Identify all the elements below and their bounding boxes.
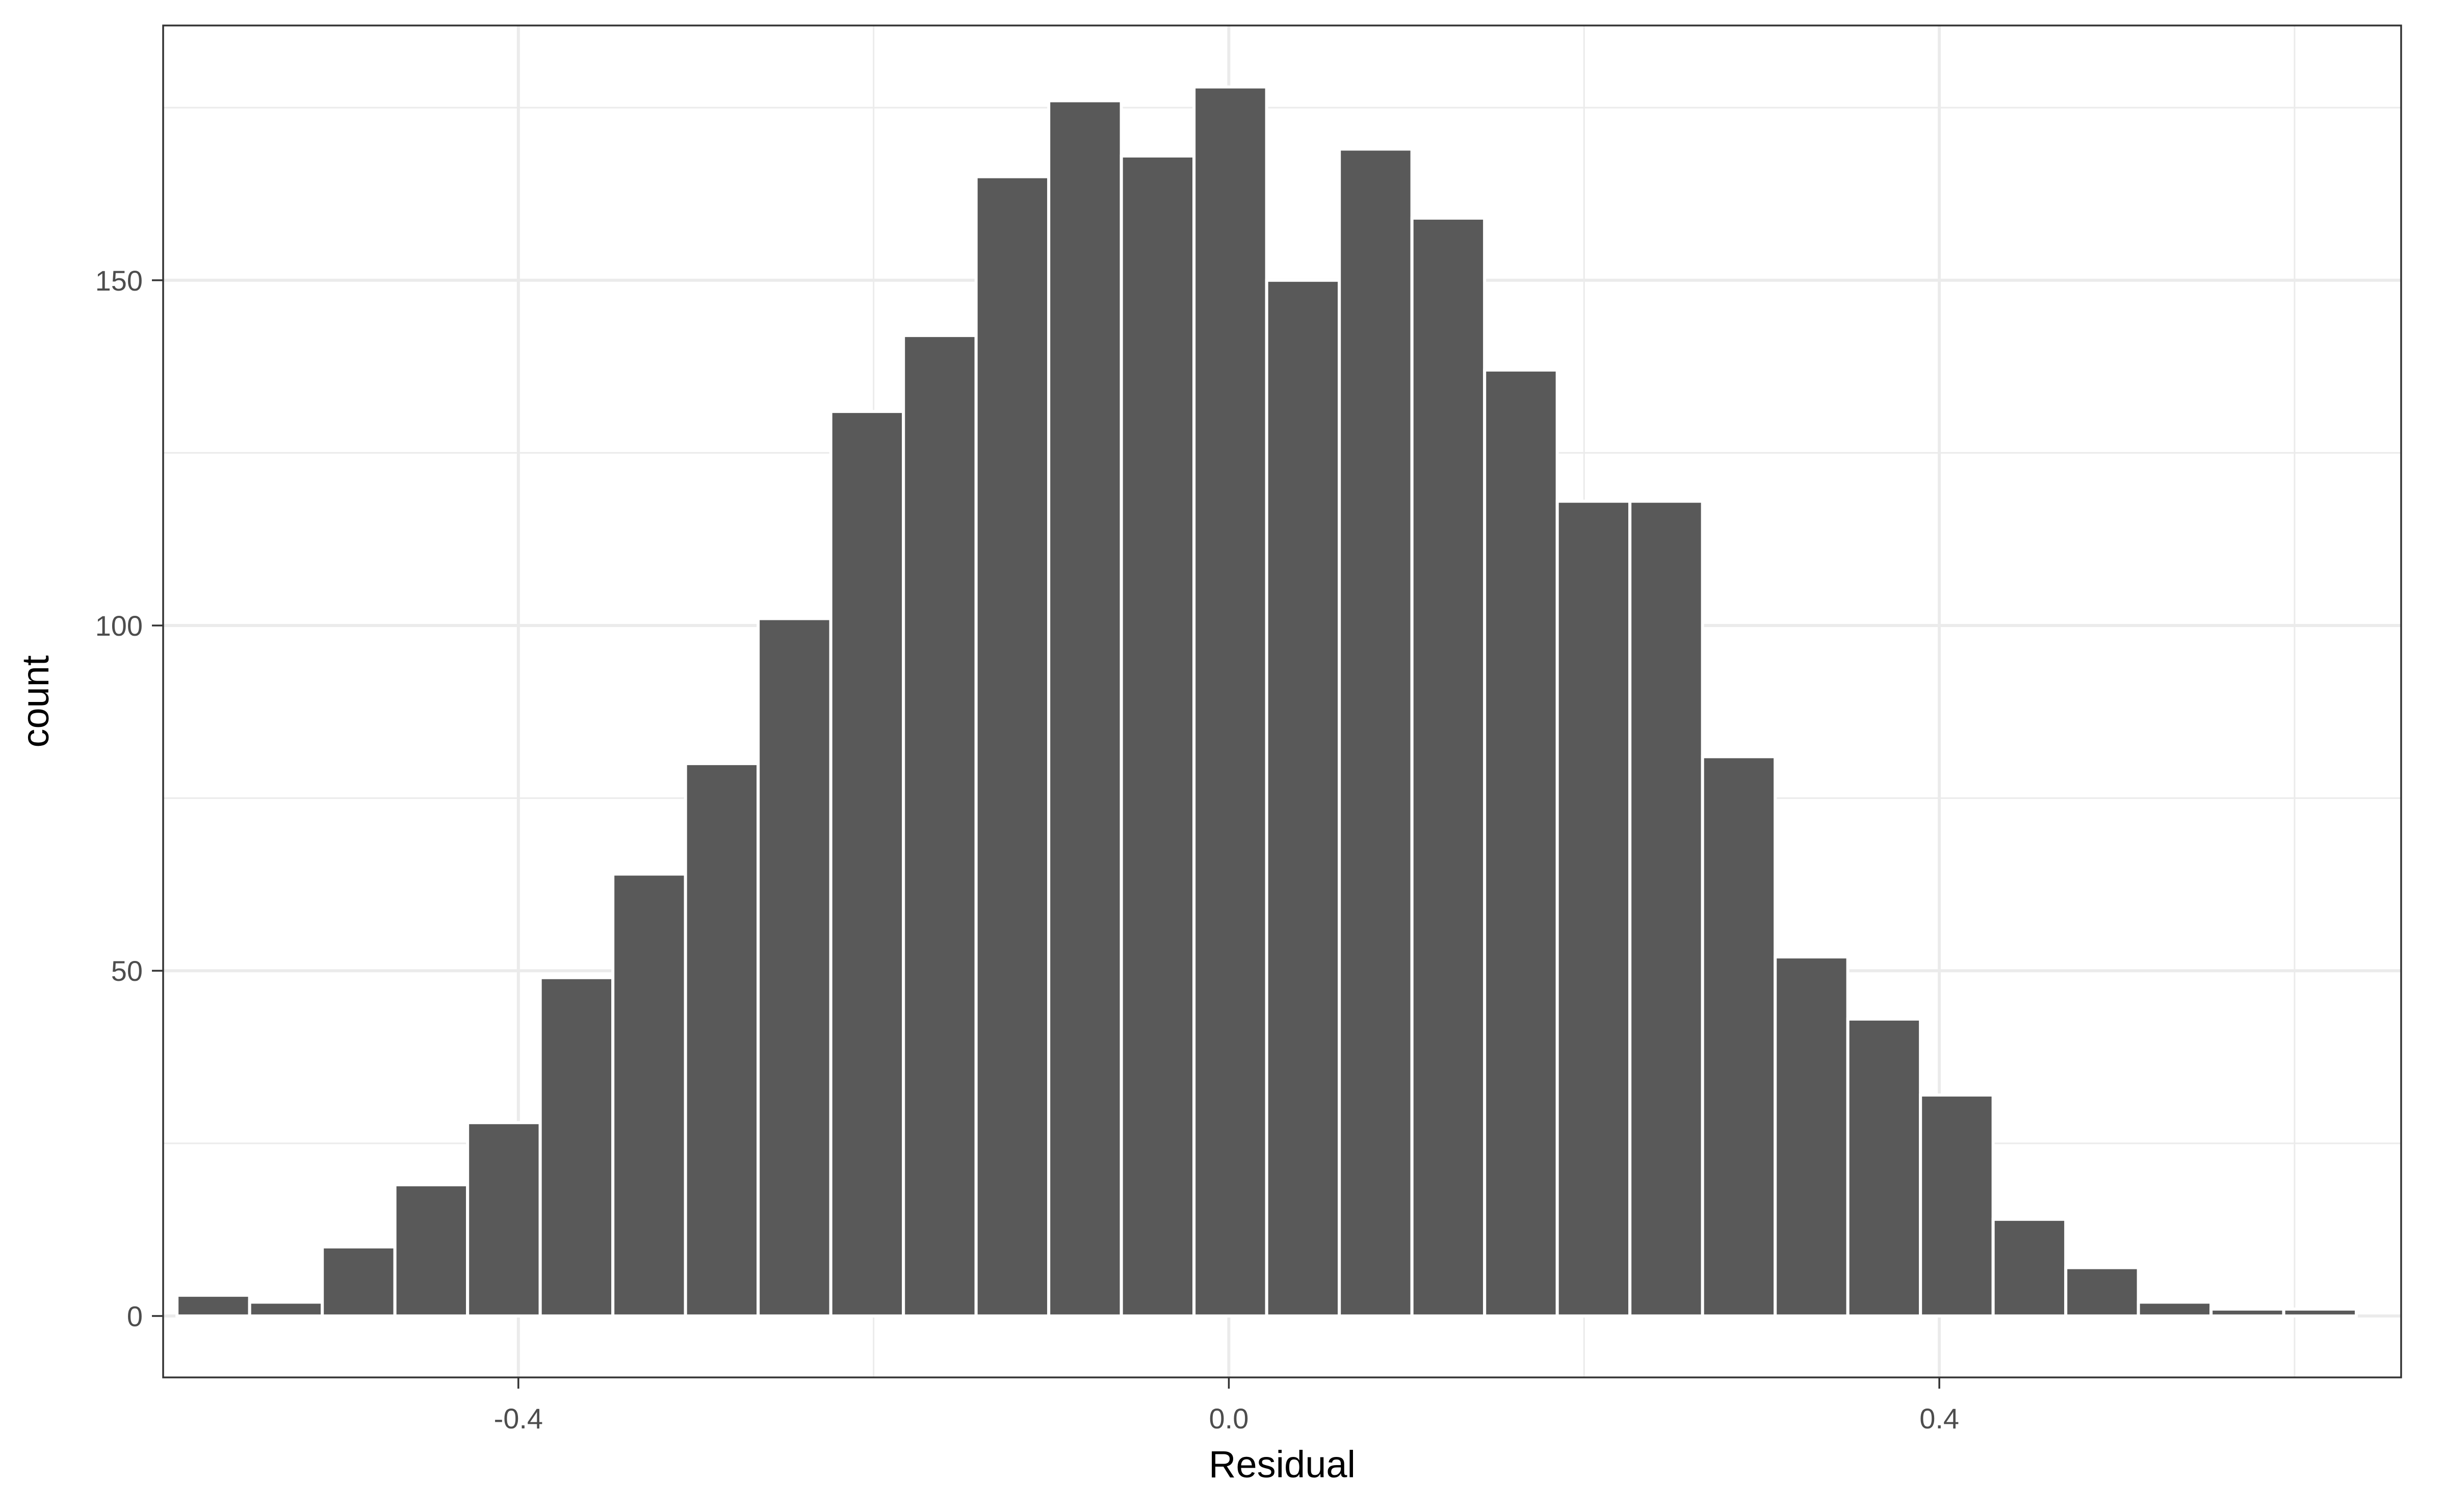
- histogram-bar-5: [466, 1121, 542, 1318]
- histogram-bar-26: [1991, 1217, 2068, 1318]
- axis-ticks: [152, 279, 1940, 1389]
- y-tick-label: 150: [95, 265, 143, 297]
- histogram-bar-30: [2282, 1307, 2358, 1318]
- histogram-bar-13: [1047, 99, 1123, 1318]
- panel-border: [162, 24, 2402, 1378]
- histogram-bar-2: [248, 1300, 324, 1318]
- histogram-bar-25: [1919, 1093, 1995, 1318]
- histogram-bar-24: [1846, 1018, 1922, 1318]
- histogram-bar-28: [2137, 1300, 2213, 1318]
- y-tick-label: 100: [95, 610, 143, 642]
- histogram-bar-9: [757, 617, 832, 1318]
- histogram-bar-19: [1483, 368, 1559, 1318]
- histogram-bar-11: [902, 334, 978, 1318]
- histogram-bar-16: [1265, 278, 1341, 1318]
- histogram-bar-3: [321, 1245, 397, 1318]
- x-axis-tick-labels: -0.4 0.0 0.4: [494, 1402, 1959, 1435]
- histogram-bars: [175, 85, 2358, 1318]
- histogram-bar-6: [538, 976, 615, 1318]
- histogram-bar-27: [2064, 1266, 2140, 1318]
- histogram-bar-15: [1192, 85, 1268, 1318]
- histogram-bar-10: [829, 410, 905, 1318]
- histogram-bar-4: [393, 1183, 470, 1318]
- histogram-bar-17: [1338, 147, 1414, 1318]
- histogram-bar-20: [1555, 500, 1632, 1318]
- x-axis-title: Residual: [1209, 1443, 1356, 1485]
- x-tick-label: 0.4: [1919, 1402, 1959, 1435]
- x-tick-label: 0.0: [1209, 1402, 1249, 1435]
- histogram-bar-14: [1120, 154, 1196, 1318]
- histogram-bar-22: [1701, 755, 1777, 1318]
- y-tick-label: 50: [111, 955, 143, 987]
- histogram-bar-29: [2209, 1307, 2285, 1318]
- histogram-bar-1: [175, 1293, 251, 1318]
- histogram-bar-21: [1628, 500, 1704, 1318]
- histogram-bar-23: [1774, 955, 1850, 1318]
- y-tick-label: 0: [127, 1300, 143, 1332]
- y-axis-title: count: [14, 655, 57, 747]
- histogram-bar-8: [684, 762, 760, 1318]
- x-tick-label: -0.4: [494, 1402, 543, 1435]
- histogram-bar-7: [611, 872, 687, 1318]
- histogram-bar-18: [1410, 216, 1487, 1318]
- histogram-bar-12: [974, 175, 1051, 1318]
- y-axis-tick-labels: 0 50 100 150: [95, 265, 143, 1333]
